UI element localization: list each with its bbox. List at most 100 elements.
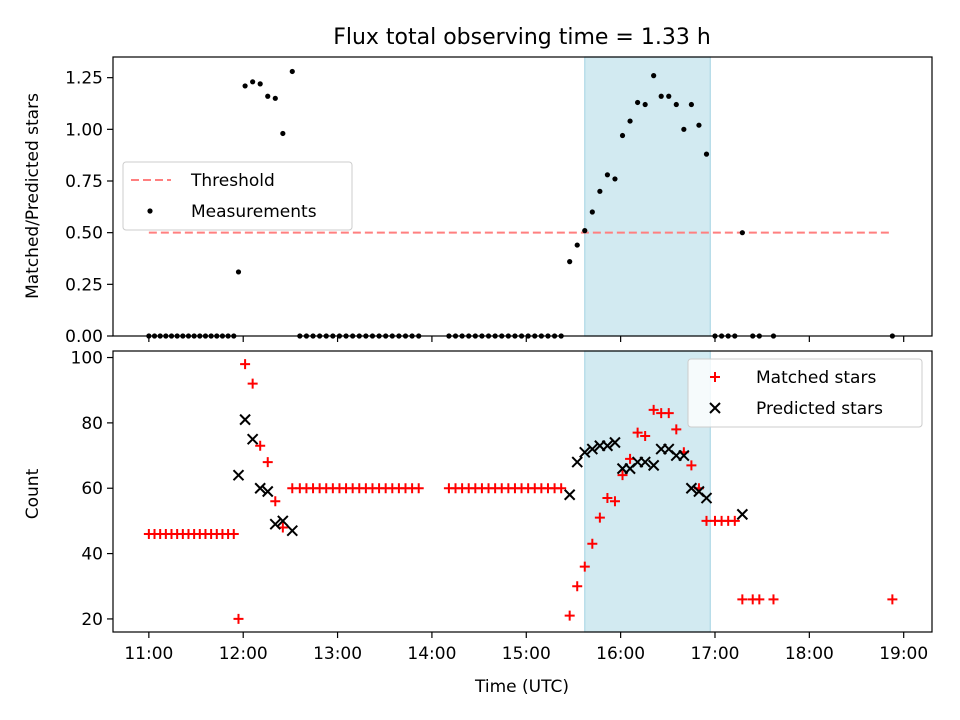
top-series-measurements xyxy=(146,68,895,339)
data-point xyxy=(602,493,613,504)
legend-swatch xyxy=(710,372,720,382)
data-point xyxy=(239,413,251,426)
bottom-y-axis-label: Count xyxy=(23,468,43,519)
data-point xyxy=(286,525,298,537)
legend-box xyxy=(687,358,923,428)
data-point xyxy=(579,561,590,572)
x-tick-label: 19:00 xyxy=(879,644,928,664)
bottom-series-matched-stars xyxy=(143,359,898,624)
data-point xyxy=(597,188,603,194)
data-point xyxy=(696,122,702,128)
top-y-tick-label: 0.25 xyxy=(65,275,103,295)
data-point xyxy=(270,496,281,507)
data-point xyxy=(242,83,248,89)
ratio-panel: 0.00 0.25 0.50 0.75 1.00 1.25 Threshold Measure… xyxy=(65,56,933,347)
data-point xyxy=(280,130,286,137)
data-point xyxy=(686,460,697,471)
data-point xyxy=(617,470,628,481)
data-point xyxy=(567,259,573,265)
chart-title: Flux total observing time = 1.33 h xyxy=(333,25,711,50)
x-tick-label: 12:00 xyxy=(219,644,268,664)
data-point xyxy=(589,209,595,215)
data-point xyxy=(701,515,712,526)
x-tick-label: 16:00 xyxy=(596,644,645,664)
data-point xyxy=(571,456,583,468)
x-tick-label: 14:00 xyxy=(407,644,456,664)
data-point xyxy=(737,594,748,605)
data-point xyxy=(235,269,242,275)
top-axes-frame xyxy=(112,56,933,337)
data-point xyxy=(678,449,690,462)
data-point xyxy=(586,443,599,455)
x-tick-label: 17:00 xyxy=(690,644,739,664)
data-point xyxy=(651,73,657,79)
bottom-axes-frame xyxy=(112,350,933,633)
bottom-series-predicted-stars xyxy=(232,413,749,537)
data-point xyxy=(609,496,620,507)
data-point xyxy=(681,126,687,132)
data-point xyxy=(228,528,239,539)
data-point xyxy=(269,518,281,530)
data-point xyxy=(612,176,618,182)
data-point xyxy=(688,101,694,108)
data-point xyxy=(640,430,651,441)
bottom-y-tick-label: 40 xyxy=(81,545,103,565)
data-point xyxy=(639,456,651,468)
top-legend: Threshold Measurements xyxy=(122,161,353,231)
data-point xyxy=(647,459,660,472)
bottom-y-tick-label: 20 xyxy=(81,610,103,630)
top-y-tick-label: 0.50 xyxy=(65,224,103,244)
data-point xyxy=(658,93,664,99)
data-point xyxy=(582,228,588,234)
data-point xyxy=(739,230,745,236)
data-point xyxy=(632,427,643,438)
data-point xyxy=(594,512,605,523)
data-point xyxy=(250,79,256,85)
legend-swatch xyxy=(709,402,721,414)
legend-label: Threshold xyxy=(190,171,275,191)
legend-label: Matched stars xyxy=(756,368,876,388)
data-point xyxy=(579,446,591,458)
data-point xyxy=(255,440,266,451)
legend-label: Measurements xyxy=(191,202,317,222)
count-panel: 20 40 60 80 100 11:00 12:00 13:00 14:00 15:00 16:0… xyxy=(71,349,933,664)
data-point xyxy=(619,132,626,139)
data-point xyxy=(240,359,251,370)
data-point xyxy=(587,538,598,549)
top-y-tick-label: 0.00 xyxy=(65,327,103,347)
data-point xyxy=(729,515,740,526)
data-point xyxy=(754,594,765,605)
data-point xyxy=(265,93,271,99)
x-tick-label: 13:00 xyxy=(313,644,362,664)
top-y-tick-label: 0.75 xyxy=(65,172,103,192)
data-point xyxy=(887,594,898,605)
data-point xyxy=(642,101,648,108)
data-point xyxy=(262,457,273,468)
top-y-tick-label: 1.00 xyxy=(65,120,103,140)
x-tick-label: 18:00 xyxy=(785,644,834,664)
top-shaded-span xyxy=(584,56,711,337)
data-point xyxy=(648,404,659,415)
top-y-axis-label: Matched/Predicted stars xyxy=(23,93,43,299)
top-y-tick-label: 1.25 xyxy=(65,69,103,89)
data-point xyxy=(604,172,611,178)
data-point xyxy=(666,93,672,99)
data-point xyxy=(635,99,641,106)
data-point xyxy=(627,118,633,124)
data-point xyxy=(768,594,779,605)
data-point xyxy=(564,610,575,621)
data-point xyxy=(663,408,674,419)
data-point xyxy=(609,436,621,449)
data-point xyxy=(574,242,580,248)
data-point xyxy=(233,613,244,624)
bottom-legend: Matched stars Predicted stars xyxy=(687,358,923,428)
data-point xyxy=(671,424,682,435)
data-point xyxy=(736,508,749,521)
bottom-y-tick-label: 80 xyxy=(81,414,103,434)
legend-box xyxy=(122,161,353,231)
data-point xyxy=(247,378,258,389)
bottom-y-tick-label: 60 xyxy=(81,479,103,499)
data-point xyxy=(673,101,679,108)
data-point xyxy=(272,95,278,101)
